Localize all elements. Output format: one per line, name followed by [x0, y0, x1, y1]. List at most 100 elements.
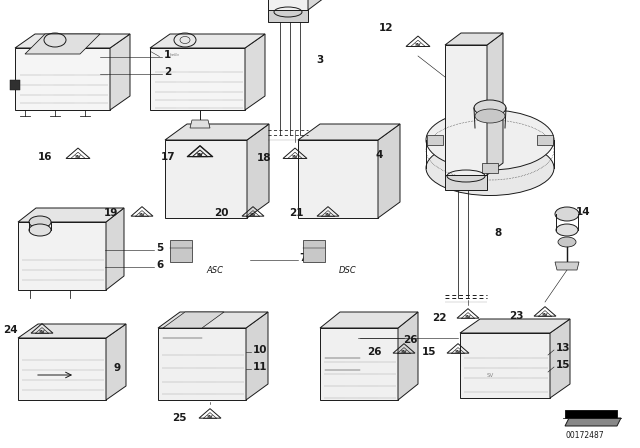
Text: SV: SV: [465, 315, 471, 319]
Text: 12: 12: [378, 23, 393, 33]
Polygon shape: [445, 33, 503, 45]
Polygon shape: [15, 48, 110, 110]
Text: 7: 7: [299, 253, 307, 263]
Polygon shape: [308, 0, 324, 10]
Polygon shape: [158, 312, 268, 328]
Text: SV: SV: [486, 372, 493, 378]
Text: 20: 20: [214, 208, 229, 218]
Polygon shape: [165, 124, 269, 140]
Text: 21: 21: [289, 208, 304, 218]
Polygon shape: [10, 80, 20, 90]
Polygon shape: [565, 418, 621, 426]
Ellipse shape: [475, 109, 505, 123]
Text: 15: 15: [422, 347, 436, 357]
Polygon shape: [555, 262, 579, 270]
Text: 26: 26: [403, 335, 417, 345]
Text: SV: SV: [38, 330, 45, 334]
Polygon shape: [246, 312, 268, 400]
Polygon shape: [15, 34, 130, 48]
Polygon shape: [298, 124, 400, 140]
Ellipse shape: [474, 100, 506, 116]
Text: 18: 18: [257, 153, 271, 163]
Text: SV: SV: [196, 153, 204, 157]
Text: 19: 19: [104, 208, 118, 218]
Text: 17: 17: [161, 152, 175, 162]
Text: hello: hello: [170, 53, 180, 57]
Text: 15: 15: [556, 360, 570, 370]
Polygon shape: [537, 135, 553, 145]
Polygon shape: [320, 312, 418, 328]
Text: SV: SV: [139, 213, 145, 217]
Polygon shape: [398, 312, 418, 400]
Text: SV: SV: [454, 350, 461, 354]
Ellipse shape: [555, 207, 579, 221]
Text: 8: 8: [494, 228, 501, 238]
Polygon shape: [170, 240, 192, 262]
Polygon shape: [550, 319, 570, 398]
Text: SV: SV: [75, 155, 81, 159]
Text: SV: SV: [196, 153, 204, 157]
Ellipse shape: [29, 216, 51, 228]
Text: 5: 5: [156, 243, 163, 253]
Text: 1: 1: [164, 50, 172, 60]
Text: 14: 14: [576, 207, 591, 217]
Text: 25: 25: [173, 413, 187, 423]
Text: 4: 4: [376, 150, 383, 160]
Text: SV: SV: [324, 213, 332, 217]
Text: 22: 22: [433, 313, 447, 323]
Text: DSC: DSC: [339, 266, 357, 275]
Text: 24: 24: [3, 325, 18, 335]
Polygon shape: [165, 140, 247, 218]
Text: SV: SV: [292, 155, 298, 159]
Text: SV: SV: [415, 43, 421, 47]
Polygon shape: [268, 10, 308, 22]
Ellipse shape: [426, 110, 554, 170]
Polygon shape: [427, 135, 443, 145]
Polygon shape: [482, 107, 498, 117]
Polygon shape: [298, 140, 378, 218]
Polygon shape: [445, 45, 487, 175]
Text: 3: 3: [316, 55, 323, 65]
Text: 13: 13: [556, 343, 570, 353]
Ellipse shape: [426, 141, 554, 195]
Text: 10: 10: [253, 345, 268, 355]
Polygon shape: [163, 312, 224, 328]
Polygon shape: [247, 124, 269, 218]
Text: 26: 26: [367, 347, 382, 357]
Polygon shape: [18, 222, 106, 290]
Polygon shape: [18, 338, 106, 400]
Polygon shape: [460, 333, 550, 398]
Text: 6: 6: [156, 260, 163, 270]
Polygon shape: [487, 33, 503, 175]
Polygon shape: [150, 34, 265, 48]
Polygon shape: [565, 410, 617, 418]
Text: SV: SV: [401, 350, 407, 354]
Polygon shape: [482, 163, 498, 173]
Polygon shape: [158, 328, 246, 400]
Polygon shape: [378, 124, 400, 218]
Text: ASC: ASC: [207, 266, 223, 275]
Polygon shape: [106, 208, 124, 290]
Ellipse shape: [29, 224, 51, 236]
Polygon shape: [460, 319, 570, 333]
Text: SV: SV: [207, 415, 213, 419]
Text: 16: 16: [38, 152, 52, 162]
Polygon shape: [110, 34, 130, 110]
Polygon shape: [25, 34, 100, 54]
Polygon shape: [320, 328, 398, 400]
Polygon shape: [18, 324, 126, 338]
Text: 2: 2: [164, 67, 172, 77]
Polygon shape: [245, 34, 265, 110]
Ellipse shape: [556, 224, 578, 236]
Polygon shape: [150, 48, 245, 110]
Ellipse shape: [558, 237, 576, 247]
Polygon shape: [303, 240, 325, 262]
Polygon shape: [268, 0, 308, 10]
Polygon shape: [445, 175, 487, 190]
Polygon shape: [106, 324, 126, 400]
Polygon shape: [190, 120, 210, 128]
Polygon shape: [18, 208, 124, 222]
Text: SV: SV: [541, 313, 548, 317]
Text: 23: 23: [509, 311, 524, 321]
Text: SV: SV: [250, 213, 256, 217]
